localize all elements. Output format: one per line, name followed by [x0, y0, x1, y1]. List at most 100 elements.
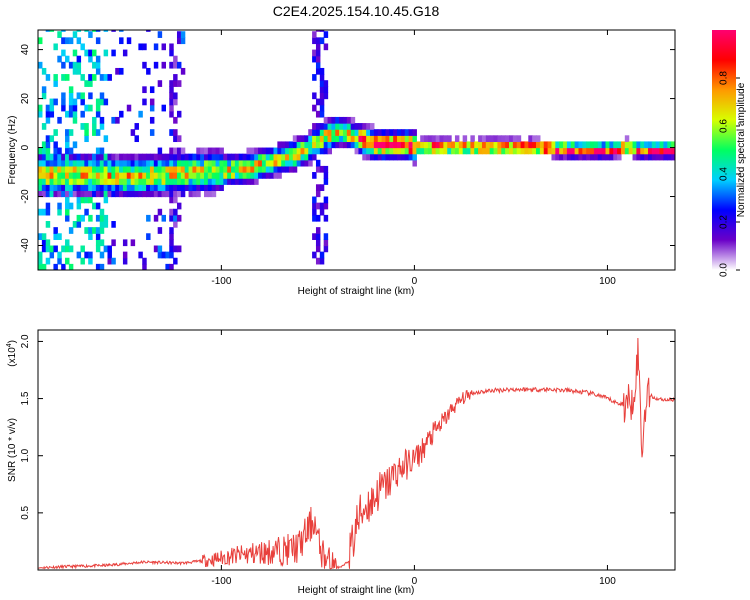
spectrogram-cell	[107, 245, 112, 253]
spectrogram-cell	[115, 178, 120, 185]
snr-scale-label-text: (x104)	[6, 340, 18, 367]
spectrogram-cell	[126, 190, 132, 198]
spectrogram-cell	[111, 172, 116, 179]
spectrogram-cell	[188, 172, 194, 179]
spectrogram-cell	[323, 214, 329, 222]
spectrogram-cell	[119, 172, 124, 179]
spectrogram-cell	[49, 159, 55, 167]
spectrogram-cell	[366, 129, 371, 136]
colorbar-tick-label: 0.2	[719, 215, 730, 229]
spectrogram-cell	[439, 141, 444, 149]
spectrogram-cell	[640, 147, 645, 155]
x-tick-label: -100	[211, 276, 231, 287]
spectrogram-cell	[180, 147, 186, 155]
spectrogram-x-axis-label: Height of straight line (km)	[298, 286, 415, 297]
spectrogram-cell	[57, 190, 62, 198]
spectrogram-cell	[61, 172, 66, 179]
spectrogram-cell	[149, 159, 155, 167]
spectrogram-cell	[161, 61, 166, 69]
spectrogram-cell	[628, 147, 634, 155]
spectrogram-cell	[632, 147, 637, 155]
spectrogram-cell	[84, 30, 89, 32]
snr-frame	[37, 329, 676, 571]
spectrogram-cell	[319, 30, 325, 32]
spectrogram-cell	[176, 190, 182, 198]
spectrogram-cell	[157, 159, 163, 167]
spectrogram-cell	[41, 178, 47, 185]
spectrogram-cell	[346, 141, 352, 149]
spectrogram-cell	[636, 141, 641, 149]
spectrogram-cell	[204, 178, 209, 185]
spectrogram-cell	[165, 153, 170, 161]
spectrogram-cell	[238, 153, 244, 161]
spectrogram-cell	[84, 104, 89, 112]
spectrogram-cell	[586, 147, 591, 155]
spectrogram-cell	[385, 141, 390, 149]
spectrogram-cell	[640, 141, 645, 149]
spectrogram-cell	[215, 172, 221, 179]
spectrogram-cell	[72, 165, 78, 173]
colorbar-tick-label: 0.4	[719, 167, 730, 181]
spectrogram-cell	[238, 165, 244, 173]
spectrogram-cell	[76, 159, 82, 167]
spectrogram-cell	[68, 172, 74, 179]
spectrogram-cell	[296, 153, 302, 161]
spectrogram-cell	[319, 98, 325, 106]
spectrogram-cell	[219, 159, 224, 167]
spectrogram-cell	[88, 92, 93, 100]
spectrogram-cell	[192, 190, 197, 198]
spectrogram-cell	[192, 153, 197, 161]
spectrogram-cell	[80, 257, 85, 265]
spectrogram-cell	[319, 202, 325, 210]
spectrogram-cell	[138, 190, 143, 198]
spectrogram-cell	[663, 141, 668, 149]
spectrogram-cell	[354, 147, 360, 155]
spectrogram-cell	[358, 135, 363, 143]
spectrogram-cell	[315, 129, 321, 136]
spectrogram-cell	[130, 184, 136, 192]
spectrogram-cell	[296, 159, 302, 167]
spectrogram-cell	[68, 245, 74, 253]
spectrogram-cell	[667, 147, 672, 155]
spectrogram-cell	[443, 141, 448, 149]
spectrogram-cell	[49, 98, 55, 106]
spectrogram-cell	[157, 165, 163, 173]
spectrogram-cell	[80, 159, 85, 167]
spectrogram-cell	[122, 190, 128, 198]
spectrogram-cell	[103, 196, 109, 204]
spectrogram-cell	[161, 104, 166, 112]
spectrogram-cell	[254, 147, 259, 155]
spectrogram-cell	[72, 98, 78, 106]
spectrogram-cell	[169, 49, 174, 57]
spectrogram-cell	[49, 184, 55, 192]
spectrogram-cell	[555, 141, 560, 149]
spectrogram-cell	[142, 43, 147, 51]
spectrogram-cell	[65, 153, 70, 161]
spectrogram-cell	[173, 165, 178, 173]
spectrogram-cell	[400, 129, 406, 136]
spectrogram-cell	[115, 165, 120, 173]
spectrogram-cell	[431, 147, 437, 155]
x-tick-label: 0	[412, 276, 418, 287]
spectrogram-cell	[593, 147, 599, 155]
spectrogram-cell	[157, 147, 163, 155]
spectrogram-cell	[115, 172, 120, 179]
spectrogram-cell	[559, 147, 564, 155]
spectrogram-cell	[65, 55, 70, 63]
spectrogram-cell	[80, 123, 85, 130]
spectrogram-cell	[312, 172, 317, 179]
spectrogram-cell	[223, 153, 228, 161]
spectrogram-cell	[119, 165, 124, 173]
spectrogram-cell	[362, 141, 367, 149]
spectrogram-cell	[605, 147, 610, 155]
spectrogram-cell	[84, 159, 89, 167]
spectrogram-cell	[53, 227, 58, 234]
spectrogram-cell	[574, 147, 580, 155]
spectrogram-cell	[261, 165, 267, 173]
spectrogram-cell	[92, 172, 97, 179]
spectrogram-cell	[366, 135, 371, 143]
spectrogram-cell	[196, 153, 201, 161]
spectrogram-cell	[304, 159, 309, 167]
spectrogram-cell	[45, 184, 51, 192]
spectrogram-cell	[323, 92, 329, 100]
